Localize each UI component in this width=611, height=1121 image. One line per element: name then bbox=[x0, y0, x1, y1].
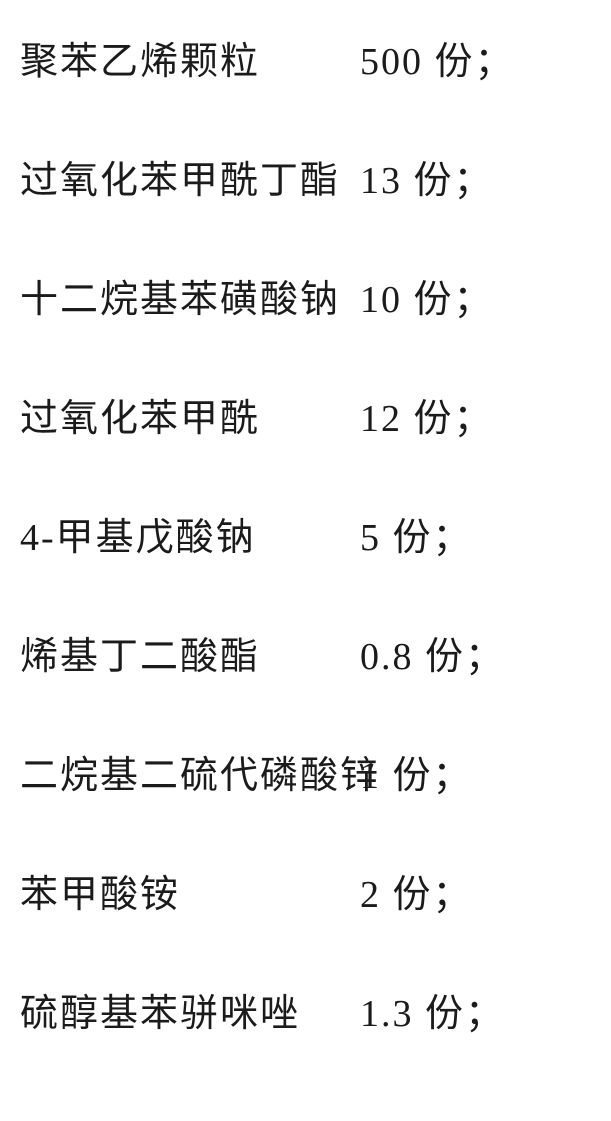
ingredient-name: 4-甲基戊酸钠 bbox=[20, 506, 360, 561]
ingredient-amount: 5 份； bbox=[360, 506, 591, 561]
ingredient-name: 二烷基二硫代磷酸锌 bbox=[20, 744, 360, 799]
ingredient-name: 过氧化苯甲酰 bbox=[20, 387, 360, 442]
ingredient-amount: 0.8 份； bbox=[360, 625, 591, 680]
list-item: 4-甲基戊酸钠 5 份； bbox=[20, 506, 591, 561]
list-item: 十二烷基苯磺酸钠 10 份； bbox=[20, 268, 591, 323]
list-item: 苯甲酸铵 2 份； bbox=[20, 863, 591, 918]
list-item: 烯基丁二酸酯 0.8 份； bbox=[20, 625, 591, 680]
ingredient-name: 聚苯乙烯颗粒 bbox=[20, 30, 360, 85]
ingredient-amount: 10 份； bbox=[360, 268, 591, 323]
list-item: 聚苯乙烯颗粒 500 份； bbox=[20, 30, 591, 85]
ingredient-name: 烯基丁二酸酯 bbox=[20, 625, 360, 680]
ingredient-amount: 1.3 份； bbox=[360, 982, 591, 1037]
ingredient-amount: 2 份； bbox=[360, 863, 591, 918]
ingredient-amount: 13 份； bbox=[360, 149, 591, 204]
ingredient-amount: 12 份； bbox=[360, 387, 591, 442]
list-item: 过氧化苯甲酰 12 份； bbox=[20, 387, 591, 442]
ingredient-name: 硫醇基苯骈咪唑 bbox=[20, 982, 360, 1037]
ingredient-amount: 500 份； bbox=[360, 30, 591, 85]
list-item: 二烷基二硫代磷酸锌 1 份； bbox=[20, 744, 591, 799]
ingredient-amount: 1 份； bbox=[360, 744, 591, 799]
list-item: 过氧化苯甲酰丁酯 13 份； bbox=[20, 149, 591, 204]
list-item: 硫醇基苯骈咪唑 1.3 份； bbox=[20, 982, 591, 1037]
ingredient-name: 过氧化苯甲酰丁酯 bbox=[20, 149, 360, 204]
ingredient-name: 苯甲酸铵 bbox=[20, 863, 360, 918]
ingredient-list: 聚苯乙烯颗粒 500 份； 过氧化苯甲酰丁酯 13 份； 十二烷基苯磺酸钠 10… bbox=[0, 0, 611, 1121]
ingredient-name: 十二烷基苯磺酸钠 bbox=[20, 268, 360, 323]
